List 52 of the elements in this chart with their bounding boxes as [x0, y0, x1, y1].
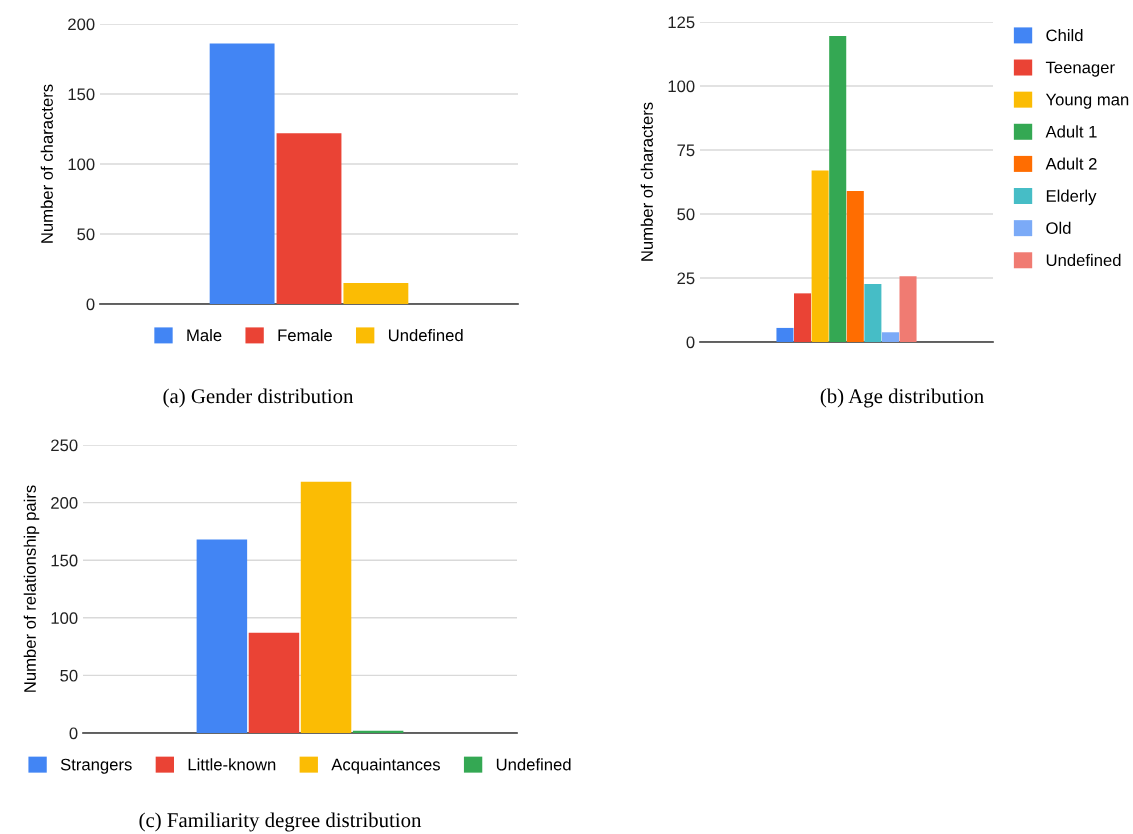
y-tick-label: 100 — [668, 80, 695, 93]
bar — [343, 283, 409, 304]
legend-label: Acquaintances — [331, 758, 440, 774]
bar — [248, 632, 300, 733]
legend-label: Elderly — [1046, 189, 1097, 206]
y-tick-label: 25 — [677, 272, 695, 285]
y-tick-label: 100 — [68, 158, 95, 171]
legend-label: Teenager — [1045, 61, 1115, 77]
legend-label: Little-known — [188, 758, 276, 771]
legend-label: Strangers — [60, 758, 132, 774]
legend-label: Old — [1046, 221, 1071, 234]
text: (a) Gender distribution — [163, 388, 354, 408]
bar — [881, 332, 899, 342]
y-tick-label: 250 — [51, 439, 78, 452]
bar — [899, 276, 917, 342]
y-tick-label: 200 — [51, 497, 78, 509]
text: (b) Age distribution — [820, 388, 984, 408]
y-tick-label: 125 — [668, 16, 695, 29]
legend-label: Adult 1 — [1045, 125, 1097, 138]
bar — [846, 190, 864, 342]
y-axis-title: Number of relationship pairs — [23, 485, 40, 692]
bar — [276, 133, 342, 304]
bar — [300, 481, 352, 733]
legend-label: Undefined — [1046, 253, 1121, 267]
y-tick-label: 0 — [69, 727, 78, 740]
y-tick-label: 50 — [60, 669, 78, 682]
y-axis-title: Number of characters — [640, 102, 653, 261]
y-tick-label: 75 — [677, 144, 695, 157]
y-tick-label: 150 — [51, 554, 78, 567]
bar — [811, 170, 829, 342]
legend-label: Adult 2 — [1045, 157, 1097, 170]
y-tick-label: 50 — [77, 228, 95, 241]
bar — [794, 293, 812, 342]
y-tick-label: 0 — [686, 336, 695, 349]
y-tick-label: 100 — [51, 612, 78, 624]
bar — [209, 43, 275, 304]
y-axis-title: Number of characters — [40, 84, 53, 243]
y-tick-label: 200 — [68, 18, 95, 31]
text: (c) Familiarity degree distribution — [139, 812, 422, 832]
legend-label: Undefined — [388, 328, 463, 342]
y-tick-label: 150 — [68, 88, 95, 101]
legend-label: Male — [187, 328, 222, 342]
bar — [829, 36, 847, 342]
bar — [776, 327, 794, 342]
bar — [196, 539, 248, 733]
y-tick-label: 50 — [677, 208, 695, 221]
legend-label: Young man — [1045, 93, 1129, 109]
legend-label: Undefined — [496, 758, 571, 771]
y-tick-label: 0 — [86, 298, 95, 311]
legend-label: Female — [278, 328, 332, 342]
bar — [864, 283, 882, 342]
legend-label: Child — [1046, 28, 1083, 42]
